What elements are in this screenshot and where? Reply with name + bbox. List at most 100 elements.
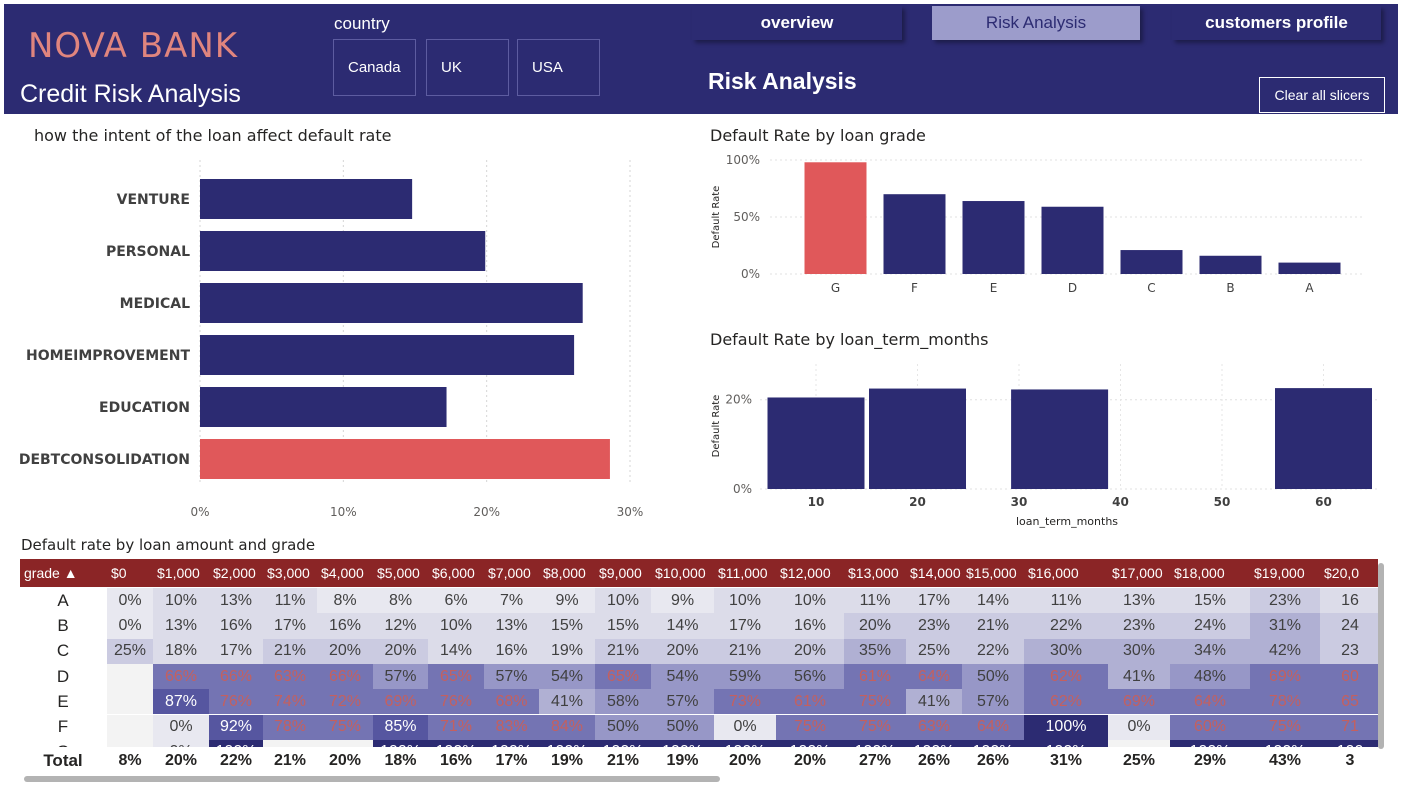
matrix-cell[interactable]: 21% — [263, 638, 317, 664]
matrix-cell[interactable]: 0% — [1108, 714, 1170, 740]
matrix-cell[interactable]: 41% — [906, 689, 962, 715]
grade-bar[interactable] — [804, 162, 867, 274]
matrix-column-header[interactable]: $0 — [107, 559, 153, 587]
matrix-cell[interactable]: 13% — [209, 588, 263, 614]
matrix-cell[interactable]: 21% — [962, 613, 1024, 639]
matrix-cell[interactable]: 75% — [317, 714, 373, 740]
matrix-cell[interactable]: 0% — [153, 714, 209, 740]
matrix-cell[interactable]: 12% — [373, 613, 428, 639]
matrix-cell[interactable]: 20% — [317, 638, 373, 664]
matrix-cell[interactable]: 54% — [651, 663, 714, 690]
matrix-cell[interactable]: 78% — [1250, 689, 1320, 715]
intent-bar[interactable] — [200, 283, 583, 323]
matrix-cell[interactable]: 6% — [428, 588, 484, 614]
matrix-cell[interactable] — [107, 663, 153, 690]
matrix-cell[interactable]: 15% — [539, 613, 595, 639]
matrix-cell[interactable]: 73% — [714, 689, 776, 715]
matrix-cell[interactable]: 14% — [962, 588, 1024, 614]
matrix-cell[interactable]: 75% — [844, 714, 906, 740]
matrix-cell[interactable]: 76% — [209, 689, 263, 715]
matrix-cell[interactable]: 22% — [962, 638, 1024, 664]
matrix-cell[interactable]: 59% — [714, 663, 776, 690]
clear-slicers-button[interactable]: Clear all slicers — [1259, 77, 1385, 113]
matrix-column-header[interactable]: $20,0 — [1320, 559, 1378, 587]
matrix-cell[interactable]: 57% — [484, 663, 539, 690]
loan-amount-grade-matrix[interactable]: grade ▲ $0 $1,000 $2,000 $3,000 $4,000 $5,000 $… — [20, 559, 1378, 775]
matrix-cell[interactable]: 14% — [428, 638, 484, 664]
matrix-cell[interactable]: 66% — [209, 663, 263, 690]
matrix-cell[interactable]: 63% — [263, 663, 317, 690]
matrix-cell[interactable]: 23 — [1320, 638, 1378, 664]
matrix-cell[interactable]: 8% — [373, 588, 428, 614]
matrix-corner-header[interactable]: grade ▲ — [20, 559, 107, 587]
intent-bar[interactable] — [200, 335, 575, 375]
matrix-cell[interactable]: 16% — [484, 638, 539, 664]
matrix-cell[interactable]: 64% — [962, 714, 1024, 740]
matrix-cell[interactable]: 21% — [714, 638, 776, 664]
matrix-cell[interactable]: 74% — [263, 689, 317, 715]
matrix-cell[interactable]: 31% — [1250, 613, 1320, 639]
matrix-cell[interactable]: 54% — [539, 663, 595, 690]
matrix-cell[interactable]: 30% — [1024, 638, 1108, 664]
matrix-cell[interactable]: 22% — [1024, 613, 1108, 639]
tab-overview[interactable]: overview — [692, 6, 902, 40]
matrix-cell[interactable]: 20% — [844, 613, 906, 639]
matrix-column-header[interactable]: $19,000 — [1250, 559, 1320, 587]
matrix-cell[interactable]: 25% — [107, 638, 153, 664]
grade-bar[interactable] — [883, 194, 946, 274]
matrix-column-header[interactable]: $17,000 — [1108, 559, 1170, 587]
matrix-cell[interactable]: 65% — [595, 663, 651, 690]
grade-bar-chart[interactable]: 100% 50% 0% Default Rate G F E D C B A — [700, 150, 1390, 300]
matrix-cell[interactable]: 23% — [1108, 613, 1170, 639]
matrix-cell[interactable]: 17% — [714, 613, 776, 639]
intent-bar-chart[interactable]: 0% 10% 20% 30% VENTURE PERSONAL MEDICAL HOMEIMP… — [0, 150, 690, 530]
matrix-cell[interactable]: 16% — [209, 613, 263, 639]
matrix-column-header[interactable]: $16,000 — [1024, 559, 1108, 587]
matrix-cell[interactable]: 65% — [428, 663, 484, 690]
matrix-cell[interactable]: 17% — [209, 638, 263, 664]
intent-bar[interactable] — [200, 231, 486, 271]
matrix-column-header[interactable]: $12,000 — [776, 559, 844, 587]
matrix-cell[interactable]: 50% — [595, 714, 651, 740]
matrix-cell[interactable]: 57% — [962, 689, 1024, 715]
matrix-cell[interactable]: 10% — [714, 588, 776, 614]
grade-bar[interactable] — [962, 201, 1025, 274]
matrix-cell[interactable]: 56% — [776, 663, 844, 690]
matrix-cell[interactable]: 60 — [1320, 663, 1378, 690]
matrix-column-header[interactable]: $18,000 — [1170, 559, 1250, 587]
matrix-cell[interactable]: 62% — [1024, 663, 1108, 690]
term-bar-chart[interactable]: 20% 0% 10 20 30 40 50 60 loan_term_months Default… — [700, 356, 1390, 536]
matrix-cell[interactable]: 92% — [209, 714, 263, 740]
matrix-cell[interactable]: 34% — [1170, 638, 1250, 664]
matrix-cell[interactable]: 60% — [1170, 714, 1250, 740]
matrix-cell[interactable]: 57% — [651, 689, 714, 715]
matrix-cell[interactable]: 20% — [776, 638, 844, 664]
matrix-cell[interactable] — [107, 714, 153, 740]
matrix-cell[interactable]: 42% — [1250, 638, 1320, 664]
matrix-cell[interactable]: 30% — [1108, 638, 1170, 664]
matrix-cell[interactable]: 41% — [1108, 663, 1170, 690]
matrix-column-header[interactable]: $14,000 — [906, 559, 962, 587]
matrix-cell[interactable]: 11% — [263, 588, 317, 614]
matrix-cell[interactable]: 15% — [1170, 588, 1250, 614]
matrix-cell[interactable]: 10% — [776, 588, 844, 614]
matrix-column-header[interactable]: $4,000 — [317, 559, 373, 587]
matrix-column-header[interactable]: $11,000 — [714, 559, 776, 587]
matrix-cell[interactable]: 15% — [595, 613, 651, 639]
matrix-cell[interactable]: 85% — [373, 714, 428, 740]
matrix-column-header[interactable]: $6,000 — [428, 559, 484, 587]
grade-bar[interactable] — [1278, 262, 1341, 274]
matrix-cell[interactable]: 24% — [1170, 613, 1250, 639]
matrix-cell[interactable]: 20% — [651, 638, 714, 664]
matrix-cell[interactable]: 57% — [373, 663, 428, 690]
matrix-cell[interactable]: 50% — [962, 663, 1024, 690]
matrix-cell[interactable]: 18% — [153, 638, 209, 664]
matrix-cell[interactable]: 61% — [776, 689, 844, 715]
matrix-cell[interactable]: 69% — [373, 689, 428, 715]
matrix-cell[interactable]: 21% — [595, 638, 651, 664]
matrix-column-header[interactable]: $9,000 — [595, 559, 651, 587]
matrix-cell[interactable]: 61% — [844, 663, 906, 690]
matrix-cell[interactable] — [107, 689, 153, 715]
matrix-column-header[interactable]: $1,000 — [153, 559, 209, 587]
matrix-horizontal-scrollbar[interactable] — [24, 776, 720, 782]
